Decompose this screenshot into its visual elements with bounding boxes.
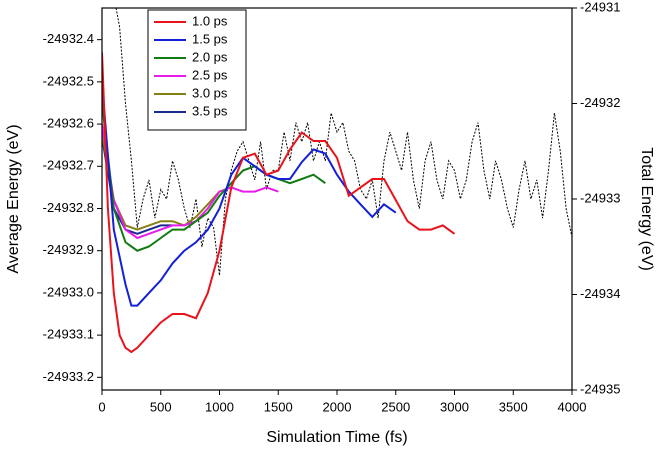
legend-label: 2.5 ps	[192, 67, 228, 82]
y-tick-label: -24933.2	[43, 369, 94, 384]
data-line	[102, 52, 456, 354]
y2-tick-label: -24932	[580, 95, 620, 110]
data-line	[102, 102, 326, 252]
x-tick-label: 2500	[381, 399, 410, 414]
y-axis-label: Average Energy (eV)	[5, 124, 22, 273]
y-tick-label: -24932.7	[43, 158, 94, 173]
y-tick-label: -24932.8	[43, 200, 94, 215]
x-tick-label: 1000	[205, 399, 234, 414]
legend-label: 2.0 ps	[192, 49, 228, 64]
x-tick-label: 3000	[440, 399, 469, 414]
x-tick-label: 2000	[323, 399, 352, 414]
y-tick-label: -24933.0	[43, 284, 94, 299]
x-tick-label: 500	[150, 399, 172, 414]
legend-label: 1.5 ps	[192, 31, 228, 46]
data-line	[102, 132, 221, 231]
y-tick-label: -24932.5	[43, 73, 94, 88]
legend-label: 3.0 ps	[192, 85, 228, 100]
y-tick-label: -24932.4	[43, 31, 94, 46]
x-tick-label: 4000	[558, 399, 587, 414]
x-tick-label: 0	[98, 399, 105, 414]
y2-tick-label: -24934	[580, 286, 620, 301]
y-tick-label: -24932.6	[43, 116, 94, 131]
y-tick-label: -24932.9	[43, 242, 94, 257]
plot-area	[102, 8, 572, 354]
legend-label: 1.0 ps	[192, 13, 228, 28]
data-line	[115, 8, 572, 276]
y2-axis-label: Total Energy (eV)	[638, 147, 655, 271]
data-line	[102, 123, 279, 240]
y2-tick-label: -24935	[580, 381, 620, 396]
y2-tick-label: -24933	[580, 190, 620, 205]
legend-box	[147, 9, 247, 131]
x-tick-label: 1500	[264, 399, 293, 414]
legend-label: 3.5 ps	[192, 103, 228, 118]
plot-frame	[101, 7, 573, 391]
x-axis-label: Simulation Time (fs)	[266, 429, 407, 446]
x-tick-label: 3500	[499, 399, 528, 414]
y-tick-label: -24933.1	[43, 327, 94, 342]
y2-tick-label: -24931	[580, 0, 620, 14]
